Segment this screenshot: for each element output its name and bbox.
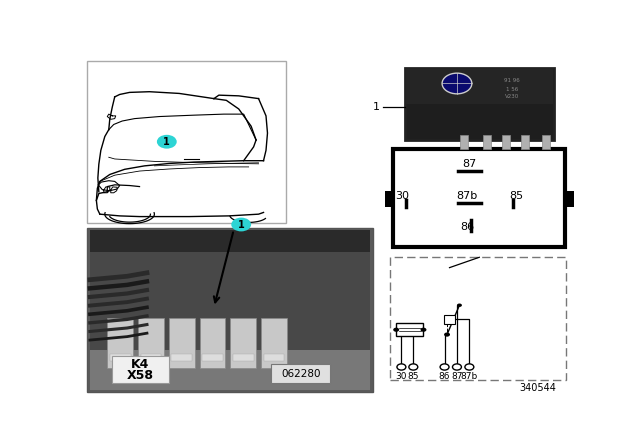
Text: 87b: 87b xyxy=(456,191,477,201)
Text: X58: X58 xyxy=(127,369,154,382)
Text: 062280: 062280 xyxy=(281,369,321,379)
Text: 86: 86 xyxy=(439,372,451,381)
Circle shape xyxy=(440,364,449,370)
Bar xyxy=(112,356,169,383)
Bar xyxy=(200,318,225,368)
Text: 86: 86 xyxy=(460,222,474,232)
Bar xyxy=(385,191,394,207)
Circle shape xyxy=(452,364,461,370)
Circle shape xyxy=(231,218,251,232)
Bar xyxy=(233,354,253,361)
Circle shape xyxy=(457,303,462,307)
Bar xyxy=(502,135,510,149)
Bar xyxy=(90,252,370,350)
Bar xyxy=(88,228,372,392)
Bar xyxy=(264,354,284,361)
Bar xyxy=(542,135,550,149)
Text: 1: 1 xyxy=(238,220,244,229)
Text: 87: 87 xyxy=(451,372,463,381)
Text: 87b: 87b xyxy=(461,372,478,381)
Bar xyxy=(141,354,161,361)
Text: 1: 1 xyxy=(163,137,170,147)
Circle shape xyxy=(442,73,472,94)
Text: V230: V230 xyxy=(505,94,519,99)
Bar xyxy=(108,318,133,368)
Bar xyxy=(110,354,131,361)
Text: K4: K4 xyxy=(131,358,150,371)
Bar xyxy=(261,318,287,368)
Text: 30: 30 xyxy=(396,191,410,201)
Text: 340544: 340544 xyxy=(519,383,556,392)
Text: 1: 1 xyxy=(373,102,380,112)
Bar xyxy=(202,354,223,361)
Bar xyxy=(172,354,192,361)
Bar xyxy=(564,191,573,207)
Bar xyxy=(230,318,256,368)
Bar xyxy=(90,230,370,254)
Bar xyxy=(138,318,164,368)
Circle shape xyxy=(444,332,450,336)
Bar xyxy=(444,314,456,324)
Circle shape xyxy=(420,327,426,332)
Circle shape xyxy=(157,135,177,149)
Bar xyxy=(390,257,566,380)
Circle shape xyxy=(465,364,474,370)
Text: 87: 87 xyxy=(462,159,477,169)
Text: 1 56: 1 56 xyxy=(506,87,518,92)
Bar xyxy=(396,323,424,336)
Bar xyxy=(522,135,529,149)
Bar xyxy=(169,318,195,368)
Circle shape xyxy=(409,364,418,370)
Circle shape xyxy=(397,364,406,370)
Bar xyxy=(394,149,564,247)
Bar xyxy=(460,135,468,149)
Text: 91 96: 91 96 xyxy=(504,78,520,83)
Bar xyxy=(271,364,330,383)
Circle shape xyxy=(393,327,399,332)
Text: 30: 30 xyxy=(396,372,407,381)
Bar xyxy=(483,135,491,149)
Bar xyxy=(406,69,553,104)
Bar xyxy=(88,60,286,223)
Text: 85: 85 xyxy=(509,191,524,201)
Bar xyxy=(90,350,370,390)
Bar xyxy=(405,68,554,140)
Text: 85: 85 xyxy=(408,372,419,381)
